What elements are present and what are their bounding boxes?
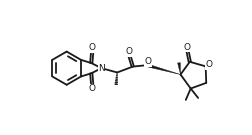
Text: O: O (206, 60, 213, 69)
Text: O: O (125, 48, 132, 56)
Polygon shape (178, 63, 180, 75)
Text: O: O (145, 57, 152, 66)
Text: O: O (184, 43, 191, 52)
Polygon shape (148, 65, 180, 75)
Text: N: N (98, 64, 105, 73)
Text: O: O (89, 84, 96, 93)
Text: O: O (89, 43, 96, 52)
